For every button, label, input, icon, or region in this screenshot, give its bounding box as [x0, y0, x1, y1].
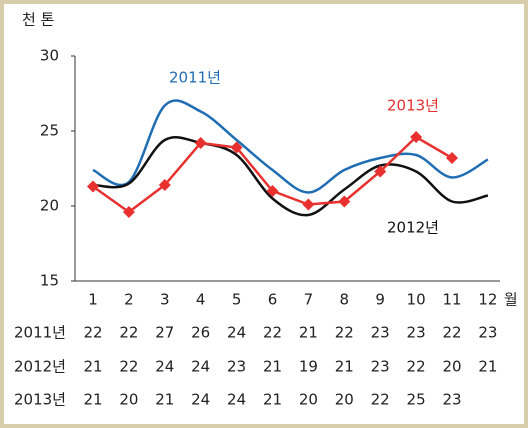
- table-value: 23: [442, 391, 461, 409]
- x-tick-label: 5: [232, 291, 242, 309]
- table-value: 23: [371, 324, 390, 342]
- table-value: 21: [299, 324, 318, 342]
- x-tick-label: 2: [124, 291, 134, 309]
- marker: [410, 131, 423, 143]
- table-value: 22: [407, 358, 426, 376]
- marker: [374, 165, 387, 178]
- table-value: 20: [335, 391, 354, 409]
- table-value: 22: [263, 324, 282, 342]
- table-value: 21: [263, 391, 282, 409]
- x-tick-label: 8: [340, 291, 350, 309]
- y-tick-label: 25: [40, 122, 59, 140]
- table-value: 21: [335, 358, 354, 376]
- table-value: 21: [478, 358, 497, 376]
- x-tick-label: 7: [304, 291, 314, 309]
- table-value: 27: [155, 324, 174, 342]
- table-value: 21: [83, 358, 102, 376]
- x-tick-label: 6: [268, 291, 278, 309]
- table-value: 22: [371, 391, 390, 409]
- marker: [87, 180, 99, 193]
- y-tick-label: 15: [40, 272, 59, 290]
- table-value: 25: [407, 391, 426, 409]
- table-value: 23: [478, 324, 497, 342]
- x-tick-label: 11: [442, 291, 461, 309]
- x-tick-label: 12: [478, 291, 497, 309]
- table-value: 20: [119, 391, 138, 409]
- marker: [230, 141, 243, 154]
- series-label: 2011년: [169, 69, 221, 87]
- table-value: 21: [83, 391, 102, 409]
- table-value: 24: [227, 391, 246, 409]
- x-unit: 월: [504, 291, 518, 309]
- table-value: 24: [227, 324, 246, 342]
- table-value: 22: [442, 324, 461, 342]
- table-value: 21: [263, 358, 282, 376]
- y-tick-label: 20: [40, 197, 59, 215]
- x-tick-label: 4: [196, 291, 206, 309]
- table-value: 23: [371, 358, 390, 376]
- table-value: 24: [191, 391, 210, 409]
- series-label: 2012년: [387, 219, 439, 237]
- x-tick-label: 1: [88, 291, 98, 309]
- table-value: 22: [119, 324, 138, 342]
- table-value: 26: [191, 324, 210, 342]
- table-value: 21: [155, 391, 174, 409]
- series-label: 2013년: [387, 97, 439, 115]
- table-value: 23: [227, 358, 246, 376]
- marker: [158, 179, 171, 191]
- table-value: 20: [442, 358, 461, 376]
- marker: [194, 137, 207, 149]
- table-value: 24: [155, 358, 174, 376]
- y-tick-label: 30: [40, 47, 59, 65]
- row-label: 2011년: [14, 324, 66, 342]
- x-tick-label: 9: [375, 291, 385, 309]
- table-value: 23: [407, 324, 426, 342]
- series-line: [92, 99, 489, 194]
- table-value: 24: [191, 358, 210, 376]
- marker: [302, 198, 315, 211]
- marker: [266, 185, 279, 197]
- marker: [122, 206, 135, 218]
- marker: [446, 152, 458, 164]
- table-value: 22: [83, 324, 102, 342]
- series-line: [92, 136, 489, 217]
- row-label: 2013년: [14, 391, 66, 409]
- y-unit: 천 톤: [22, 11, 54, 29]
- table-value: 22: [335, 324, 354, 342]
- table-value: 20: [299, 391, 318, 409]
- row-label: 2012년: [14, 358, 66, 376]
- table-value: 19: [299, 358, 318, 376]
- marker: [338, 195, 351, 208]
- x-tick-label: 10: [407, 291, 426, 309]
- x-tick-label: 3: [160, 291, 170, 309]
- table-value: 22: [119, 358, 138, 376]
